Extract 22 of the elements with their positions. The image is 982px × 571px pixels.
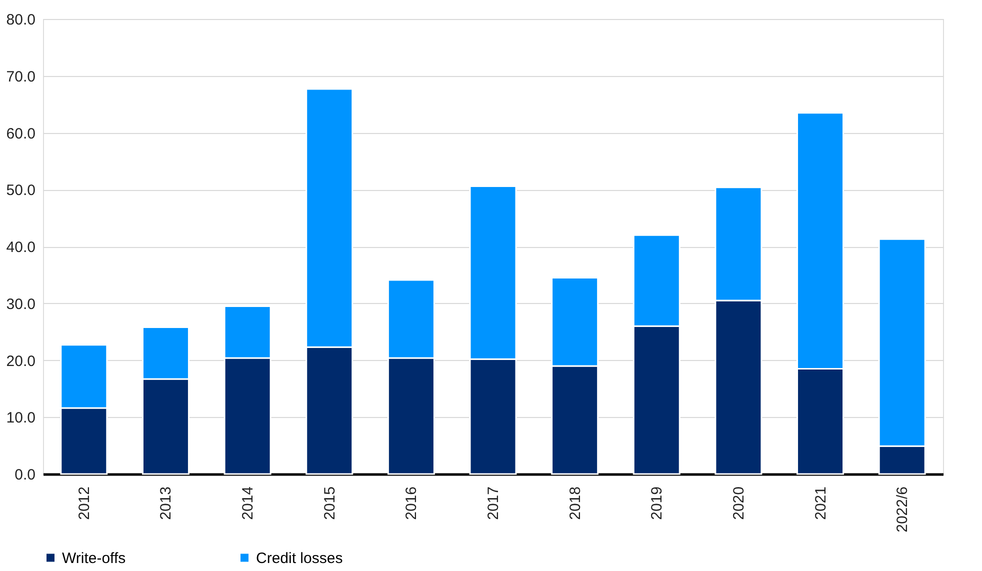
y-tick-label: 70.0 xyxy=(6,68,36,86)
x-tick-label: 2014 xyxy=(240,486,257,520)
x-tick-label: 2019 xyxy=(648,486,666,520)
x-tick-label: 2015 xyxy=(321,486,338,520)
x-tick-label: 2018 xyxy=(566,486,584,520)
y-tick-label: 30.0 xyxy=(6,296,36,313)
legend-label: Write-offs xyxy=(62,550,126,567)
x-tick-label: 2013 xyxy=(158,486,175,520)
x-tick-label: 2012 xyxy=(76,486,93,520)
x-tick-label: 2020 xyxy=(730,486,748,520)
y-tick-label: 10.0 xyxy=(6,410,36,427)
x-tick-label: 2016 xyxy=(403,486,420,520)
y-tick-label: 80.0 xyxy=(6,12,36,28)
y-tick-label: 20.0 xyxy=(6,352,36,370)
x-tick-label: 2022/6 xyxy=(894,486,912,532)
y-tick-label: 40.0 xyxy=(6,239,36,256)
y-tick-label: 0.0 xyxy=(14,466,36,484)
x-tick-label: 2021 xyxy=(812,486,830,520)
y-tick-label: 50.0 xyxy=(6,182,36,200)
x-tick-label: 2017 xyxy=(485,486,502,520)
y-tick-label: 60.0 xyxy=(6,125,36,142)
legend-label: Credit losses xyxy=(256,550,343,567)
